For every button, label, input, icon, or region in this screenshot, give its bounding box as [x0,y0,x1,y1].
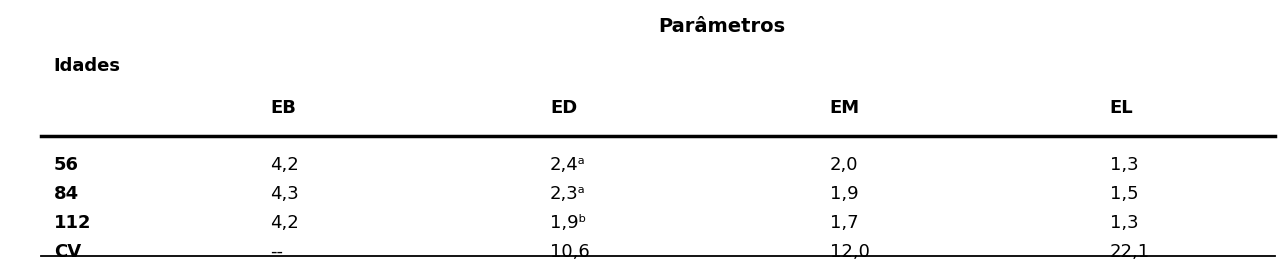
Text: 12,0: 12,0 [829,243,870,261]
Text: 1,5: 1,5 [1109,185,1139,203]
Text: EL: EL [1109,99,1134,117]
Text: CV: CV [54,243,81,261]
Text: 22,1: 22,1 [1109,243,1150,261]
Text: ED: ED [550,99,578,117]
Text: Parâmetros: Parâmetros [658,17,785,36]
Text: 2,3ᵃ: 2,3ᵃ [550,185,585,203]
Text: 1,3: 1,3 [1109,214,1139,232]
Text: 1,3: 1,3 [1109,156,1139,174]
Text: 56: 56 [54,156,79,174]
Text: Idades: Idades [54,57,120,75]
Text: 1,7: 1,7 [829,214,859,232]
Text: 84: 84 [54,185,79,203]
Text: 2,4ᵃ: 2,4ᵃ [550,156,585,174]
Text: 1,9: 1,9 [829,185,859,203]
Text: EM: EM [829,99,860,117]
Text: 4,2: 4,2 [270,214,299,232]
Text: 112: 112 [54,214,91,232]
Text: 1,9ᵇ: 1,9ᵇ [550,214,587,232]
Text: EB: EB [270,99,296,117]
Text: 4,3: 4,3 [270,185,299,203]
Text: --: -- [270,243,282,261]
Text: 10,6: 10,6 [550,243,589,261]
Text: 4,2: 4,2 [270,156,299,174]
Text: 2,0: 2,0 [829,156,859,174]
